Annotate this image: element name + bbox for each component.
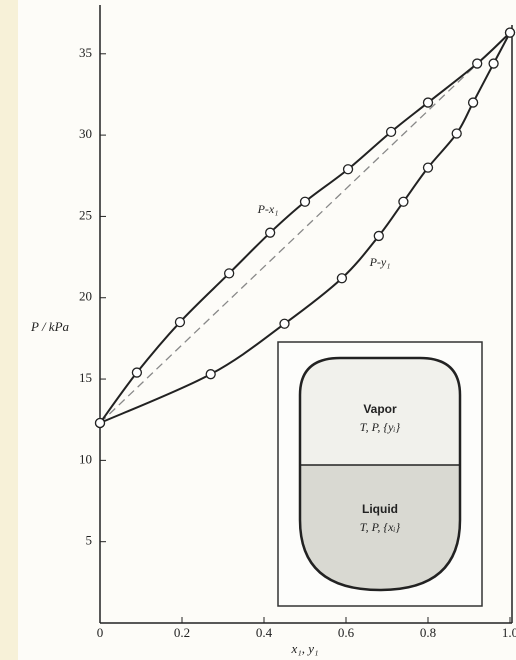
y-tick-label: 30: [79, 126, 92, 141]
data-point: [489, 59, 498, 68]
data-point: [506, 28, 515, 37]
inset: Vapor T, P, {yᵢ} Liquid T, P, {xᵢ}: [278, 342, 482, 606]
x-tick-label: 0.6: [338, 625, 355, 640]
data-point: [399, 197, 408, 206]
data-point: [132, 368, 141, 377]
data-point: [452, 129, 461, 138]
y-tick-label: 5: [86, 533, 93, 548]
curve-label: P-x₁: [257, 202, 279, 216]
data-point: [175, 318, 184, 327]
page: {"chart_data": {"type": "line", "xlabel"…: [0, 0, 516, 660]
data-point: [266, 228, 275, 237]
curve-label: P-y₁: [369, 255, 391, 269]
data-point: [344, 165, 353, 174]
data-point: [206, 370, 215, 379]
y-tick-label: 15: [79, 370, 92, 385]
data-point: [387, 127, 396, 136]
vapor-state: T, P, {yᵢ}: [360, 420, 401, 434]
x-axis-label: x₁, y₁: [290, 641, 318, 656]
data-point: [280, 319, 289, 328]
data-point: [424, 98, 433, 107]
x-tick-label: 0: [97, 625, 104, 640]
x-tick-label: 0.2: [174, 625, 190, 640]
x-tick-label: 1.0: [502, 625, 516, 640]
data-point: [96, 418, 105, 427]
y-tick-label: 35: [79, 45, 92, 60]
data-point: [225, 269, 234, 278]
data-point: [473, 59, 482, 68]
liquid-label: Liquid: [362, 502, 398, 516]
data-point: [424, 163, 433, 172]
y-axis-label: P / kPa: [30, 319, 70, 334]
y-tick-label: 10: [79, 451, 92, 466]
y-tick-label: 25: [79, 207, 92, 222]
data-point: [469, 98, 478, 107]
x-tick-label: 0.4: [256, 625, 273, 640]
data-point: [301, 197, 310, 206]
y-tick-label: 20: [79, 289, 92, 304]
data-point: [374, 231, 383, 240]
vapor-label: Vapor: [363, 402, 397, 416]
x-tick-label: 0.8: [420, 625, 436, 640]
liquid-state: T, P, {xᵢ}: [360, 520, 401, 534]
data-point: [337, 274, 346, 283]
chart: Vapor T, P, {yᵢ} Liquid T, P, {xᵢ} P / k…: [0, 0, 516, 660]
